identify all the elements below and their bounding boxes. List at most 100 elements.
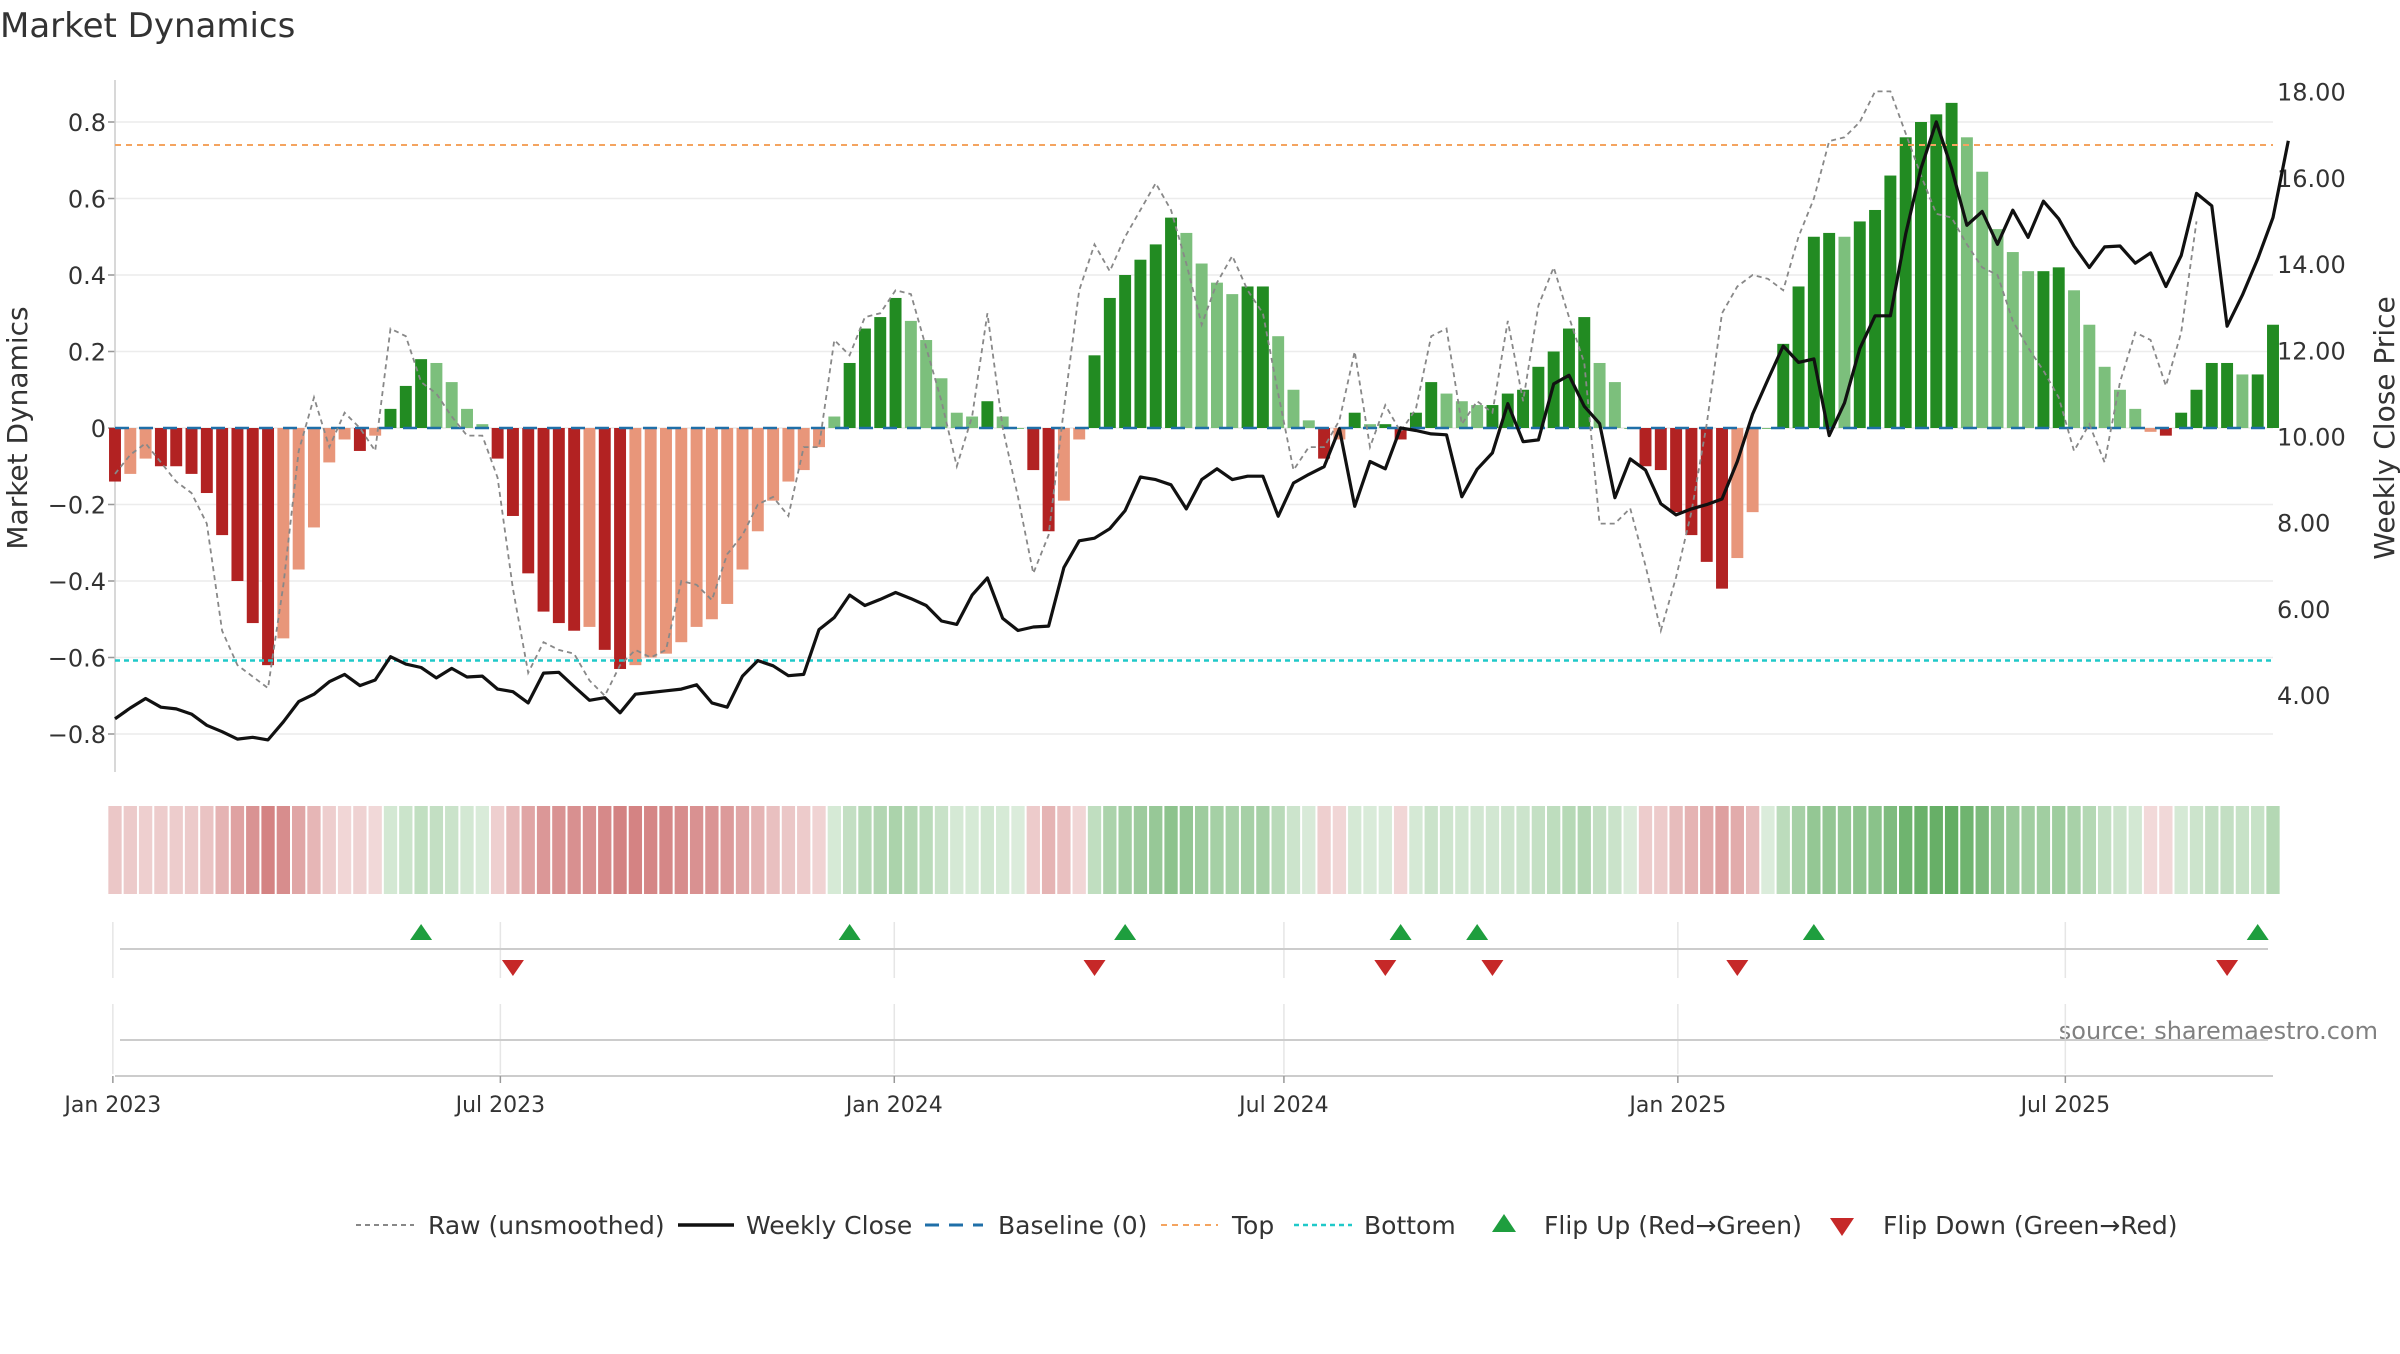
dynamics-bar (1930, 114, 1943, 428)
heatmap-cell (2205, 806, 2219, 894)
x-tick-label: Jan 2023 (62, 1093, 161, 1118)
heatmap-cell (337, 806, 352, 894)
heatmap-cell (720, 806, 734, 894)
heatmap-cell (934, 806, 949, 894)
dynamics-bar (506, 428, 519, 516)
heatmap-cell (414, 806, 428, 894)
dynamics-bar (430, 362, 443, 428)
heatmap-cell (276, 806, 291, 894)
heatmap-cell (1929, 806, 1943, 894)
dynamics-bar (277, 428, 290, 639)
dynamics-bar (1761, 428, 1774, 429)
dynamics-bar (353, 428, 366, 451)
heatmap-cell (1317, 806, 1331, 894)
dynamics-bar (2113, 389, 2126, 428)
dynamics-bar (2159, 428, 2172, 436)
dynamics-bar (644, 428, 657, 658)
heatmap-cell (2082, 806, 2096, 894)
heatmap-cell (2235, 806, 2250, 894)
heatmap-cell (766, 806, 780, 894)
heatmap-cell (1041, 806, 1056, 894)
dynamics-bar (1348, 412, 1361, 428)
heatmap-cell (1072, 806, 1086, 894)
dynamics-bar (1501, 393, 1514, 428)
y-tick-label-right: 10.00 (2277, 424, 2346, 452)
heatmap-cell (230, 806, 245, 894)
dynamics-bar (384, 408, 397, 428)
dynamics-bar (2267, 324, 2279, 428)
dynamics-bar (1654, 428, 1667, 471)
heatmap-cell (2067, 806, 2081, 894)
dynamics-bar (1088, 355, 1101, 428)
heatmap-cell (2174, 806, 2188, 894)
heatmap-cell (2220, 806, 2234, 894)
dynamics-bar (767, 428, 780, 501)
heatmap-cell (842, 806, 857, 894)
flip-up-marker (410, 924, 433, 940)
dynamics-bar (1593, 362, 1606, 428)
dynamics-bar (981, 401, 994, 428)
heatmap-cell (2097, 806, 2112, 894)
dynamics-bar (828, 416, 841, 428)
heatmap-cell (858, 806, 872, 894)
dynamics-bar (154, 428, 167, 467)
heatmap-cell (919, 806, 933, 894)
heatmap-cell (1439, 806, 1454, 894)
heatmap-cell (1026, 806, 1040, 894)
y-tick-label-left: −0.4 (48, 568, 106, 596)
dynamics-bar (216, 428, 229, 536)
heatmap-cell (1302, 806, 1316, 894)
dynamics-bar (1486, 405, 1499, 428)
flip-up-marker (2246, 924, 2269, 940)
y-tick-label-right: 12.00 (2277, 337, 2346, 365)
dynamics-bar (399, 385, 412, 428)
heatmap-cell (169, 806, 183, 894)
heatmap-cell (2266, 806, 2280, 894)
dynamics-bar (966, 416, 979, 428)
dynamics-bar (904, 320, 917, 428)
dynamics-bar (705, 428, 718, 620)
heatmap-cell (965, 806, 979, 894)
dynamics-bar (1471, 405, 1484, 428)
heatmap-cell (567, 806, 581, 894)
heatmap-cell (1608, 806, 1622, 894)
heatmap-cell (399, 806, 413, 894)
dynamics-bar (109, 428, 121, 482)
dynamics-bar (782, 428, 795, 482)
heatmap-cell (536, 806, 551, 894)
heatmap-cell (1623, 806, 1637, 894)
dynamics-bar (1256, 286, 1269, 428)
heatmap-cell (521, 806, 535, 894)
heatmap-cell (1501, 806, 1515, 894)
flip-markers-panel (112, 922, 2269, 978)
dynamics-bar (1455, 401, 1468, 428)
dynamics-bar (415, 359, 428, 428)
heatmap-cell (1516, 806, 1530, 894)
dynamics-bar (2083, 324, 2096, 428)
dynamics-bar (246, 428, 259, 624)
heatmap-cell (1547, 806, 1561, 894)
dynamics-bar (920, 340, 933, 428)
dynamics-bar (1823, 232, 1836, 428)
dynamics-bar (874, 317, 887, 428)
heatmap-cell (1011, 806, 1025, 894)
dynamics-bar (996, 416, 1009, 428)
dynamics-bar (598, 428, 611, 650)
dynamics-bar (2098, 366, 2111, 428)
dynamics-bar (858, 328, 871, 428)
y-tick-label-right: 8.00 (2277, 510, 2330, 538)
heatmap-cell (138, 806, 153, 894)
dynamics-bar (537, 428, 550, 612)
heatmap-cell (353, 806, 367, 894)
heatmap-cell (261, 806, 275, 894)
heatmap-cell (154, 806, 168, 894)
heatmap-cell (1195, 806, 1209, 894)
dynamics-bar (2144, 428, 2157, 432)
heatmap-cell (1286, 806, 1301, 894)
heatmap-cell (689, 806, 704, 894)
dynamics-bar (2205, 362, 2218, 428)
dynamics-bar (1716, 428, 1728, 589)
dynamics-bar (522, 428, 535, 574)
heatmap-cell (2036, 806, 2051, 894)
y-tick-label-left: −0.8 (48, 721, 106, 749)
